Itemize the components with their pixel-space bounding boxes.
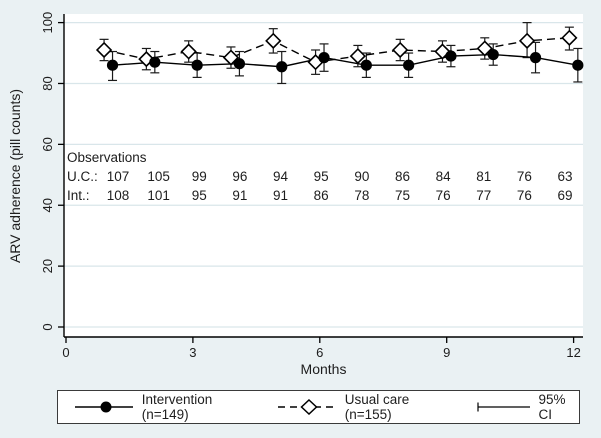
gridlines	[64, 22, 583, 328]
x-axis-title: Months	[300, 361, 347, 377]
data-point-usual-care	[392, 41, 409, 59]
observations-value: 84	[435, 169, 451, 184]
legend-label-intervention: Intervention (n=149)	[141, 392, 213, 422]
observations-value: 99	[191, 169, 207, 184]
observations-value: 63	[557, 169, 573, 184]
y-tick-label: 80	[40, 76, 55, 90]
observations-value: 95	[313, 169, 329, 184]
legend-label-ci: 95% CI	[538, 392, 566, 422]
data-point-usual-care	[561, 29, 578, 46]
observations-value: 76	[435, 187, 451, 203]
data-point-intervention	[276, 61, 288, 73]
x-tick-label: 9	[443, 345, 450, 360]
data-point-intervention	[529, 52, 542, 64]
data-point-intervention	[572, 59, 584, 71]
axes	[58, 14, 583, 343]
data-point-usual-care	[518, 32, 536, 49]
legend: Intervention (n=149) Usual care (n=155) …	[57, 390, 580, 424]
data-point-intervention	[318, 52, 330, 64]
observations-row-label: U.C.:	[67, 169, 98, 184]
observations-value: 69	[557, 187, 573, 203]
data-point-usual-care	[180, 43, 197, 60]
x-tick-label: 12	[566, 345, 580, 360]
intervention-line-symbol-icon	[75, 401, 133, 413]
usual-care-line-symbol-icon	[278, 399, 336, 415]
data-point-intervention	[487, 48, 499, 61]
observations-value: 91	[273, 187, 289, 203]
observations-value: 81	[476, 169, 492, 184]
series-line-usual-care	[103, 37, 570, 63]
series-lines	[103, 37, 578, 68]
data-point-intervention	[106, 59, 119, 71]
observations-value: 101	[147, 187, 170, 203]
data-point-intervention	[403, 59, 415, 71]
x-tick-label: 6	[316, 345, 323, 360]
legend-label-usual-care: Usual care (n=155)	[344, 392, 410, 422]
y-tick-label: 0	[40, 323, 55, 330]
y-tick-label: 40	[40, 198, 55, 212]
observations-value: 86	[394, 169, 410, 184]
observations-value: 96	[232, 169, 248, 184]
observations-value: 108	[106, 187, 130, 203]
data-point-intervention	[191, 59, 203, 71]
data-point-usual-care	[95, 41, 113, 59]
data-point-usual-care	[265, 32, 282, 49]
y-tick-label: 100	[40, 12, 55, 34]
observations-value: 95	[191, 187, 207, 203]
observations-title: Observations	[67, 150, 147, 165]
observations-value: 75	[394, 187, 410, 203]
legend-item-usual-care: Usual care (n=155)	[277, 392, 450, 422]
observations-value: 86	[313, 187, 329, 203]
observations-value: 105	[147, 169, 170, 184]
legend-item-ci: 95% CI	[476, 392, 579, 422]
observations-value: 91	[232, 187, 248, 203]
data-point-intervention	[233, 58, 246, 70]
y-tick-label: 60	[40, 137, 55, 151]
observations-value: 94	[273, 169, 289, 184]
observations-value: 77	[476, 187, 492, 203]
series-line-intervention	[112, 53, 578, 68]
confidence-interval-symbol-icon	[477, 402, 530, 412]
series-markers	[95, 29, 584, 73]
x-tick-label: 0	[62, 345, 69, 360]
observations-value: 90	[354, 169, 370, 184]
data-point-intervention	[360, 59, 372, 71]
y-tick-label: 20	[40, 259, 55, 273]
legend-item-intervention: Intervention (n=149)	[74, 392, 253, 422]
observations-value: 107	[106, 169, 130, 184]
data-point-intervention	[149, 56, 161, 68]
x-tick-label: 3	[189, 345, 196, 360]
data-point-usual-care	[349, 47, 367, 65]
observations-value: 76	[516, 187, 532, 203]
observations-value: 78	[354, 187, 370, 203]
data-point-intervention	[445, 50, 457, 62]
observations-value: 76	[516, 169, 532, 184]
observations-row-label: Int.:	[67, 187, 90, 203]
